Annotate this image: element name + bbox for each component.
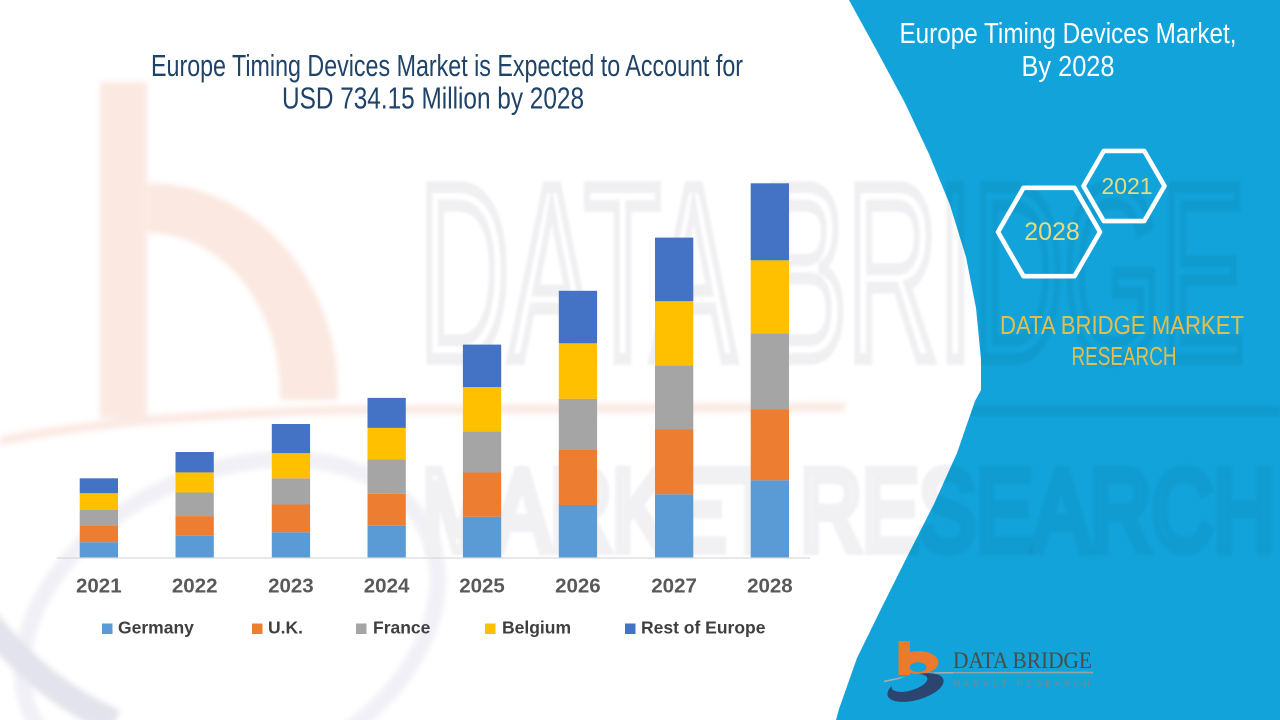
svg-text:2024: 2024 (364, 575, 410, 598)
svg-text:MARKET RESEARCH: MARKET RESEARCH (953, 679, 1093, 689)
svg-text:Europe Timing Devices Market i: Europe Timing Devices Market is Expected… (151, 49, 743, 83)
svg-text:2022: 2022 (172, 575, 218, 598)
svg-text:DATA BRIDGE MARKET: DATA BRIDGE MARKET (1000, 310, 1244, 340)
svg-text:2023: 2023 (268, 575, 314, 598)
svg-text:France: France (373, 618, 431, 638)
svg-text:2028: 2028 (1024, 218, 1080, 246)
svg-text:DATA BRIDGE: DATA BRIDGE (953, 648, 1092, 673)
svg-text:2025: 2025 (459, 575, 505, 598)
svg-text:2027: 2027 (651, 575, 697, 598)
svg-text:2021: 2021 (1101, 173, 1152, 199)
svg-text:RESEARCH: RESEARCH (1072, 341, 1177, 371)
svg-text:2021: 2021 (76, 575, 122, 598)
svg-text:Rest of Europe: Rest of Europe (641, 618, 766, 638)
svg-text:USD 734.15 Million by 2028: USD 734.15 Million by 2028 (282, 82, 584, 116)
svg-text:Belgium: Belgium (502, 618, 571, 638)
svg-text:U.K.: U.K. (268, 618, 303, 638)
svg-text:Germany: Germany (118, 618, 194, 638)
svg-text:2026: 2026 (555, 575, 601, 598)
svg-text:By 2028: By 2028 (1022, 51, 1115, 83)
svg-text:2028: 2028 (747, 575, 793, 598)
svg-text:Europe Timing Devices Market,: Europe Timing Devices Market, (900, 18, 1237, 50)
